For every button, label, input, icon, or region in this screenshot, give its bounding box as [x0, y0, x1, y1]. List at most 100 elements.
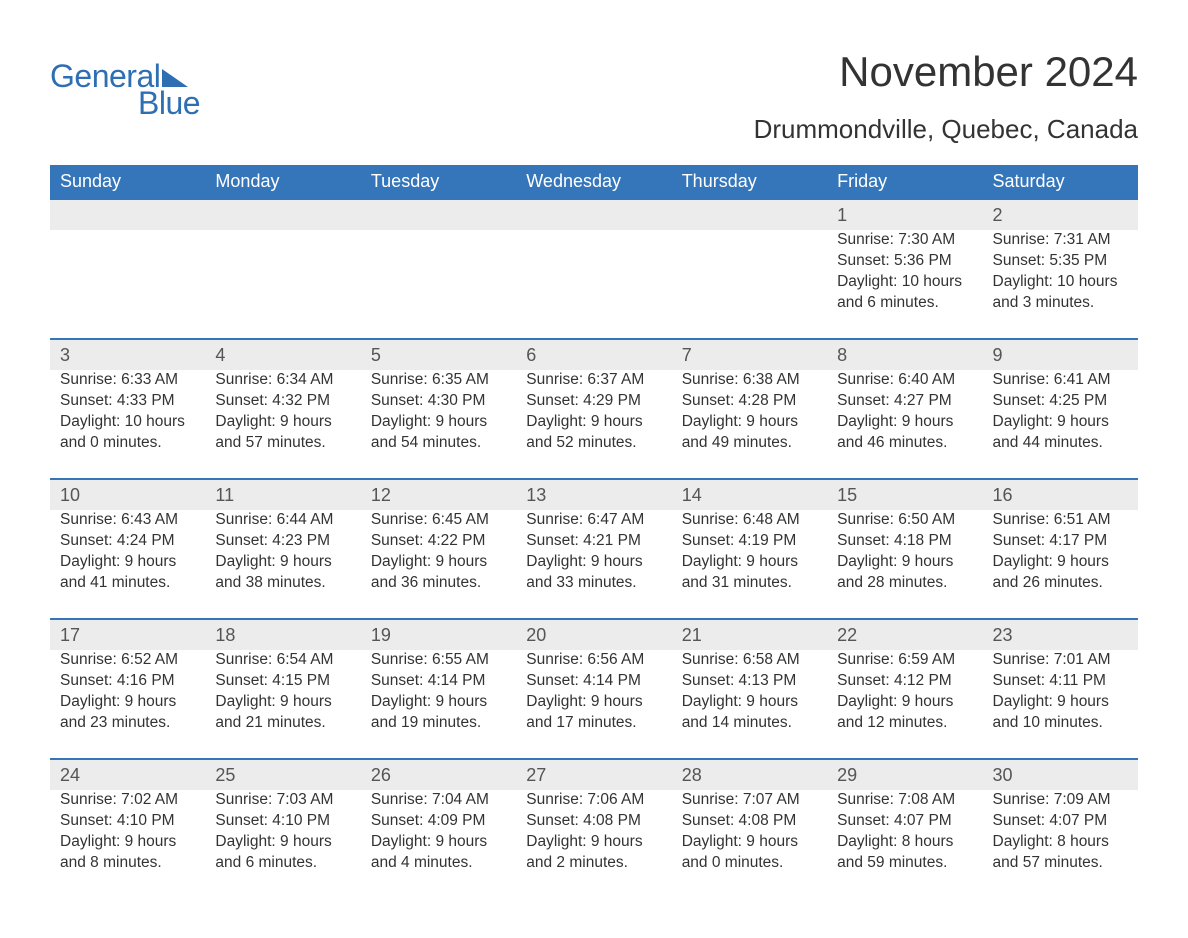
sunrise-line: Sunrise: 6:56 AM: [526, 650, 661, 671]
day-number: 12: [371, 485, 391, 505]
sunset-line: Sunset: 4:24 PM: [60, 531, 195, 552]
sunset-line: Sunset: 5:35 PM: [993, 251, 1128, 272]
sunset-line: Sunset: 4:30 PM: [371, 391, 506, 412]
sunrise-line: Sunrise: 6:48 AM: [682, 510, 817, 531]
day-detail-cell: Sunrise: 7:03 AMSunset: 4:10 PMDaylight:…: [205, 790, 360, 898]
day-number-cell: [672, 199, 827, 230]
day-number-cell: 18: [205, 619, 360, 650]
sunrise-line: Sunrise: 7:09 AM: [993, 790, 1128, 811]
sunrise-line: Sunrise: 6:58 AM: [682, 650, 817, 671]
daylight-line: Daylight: 9 hours and 23 minutes.: [60, 692, 195, 734]
daylight-line: Daylight: 9 hours and 26 minutes.: [993, 552, 1128, 594]
weekday-header: Thursday: [672, 165, 827, 199]
sunrise-line: Sunrise: 6:40 AM: [837, 370, 972, 391]
sunset-line: Sunset: 4:21 PM: [526, 531, 661, 552]
day-detail-cell: Sunrise: 6:54 AMSunset: 4:15 PMDaylight:…: [205, 650, 360, 759]
daylight-line: Daylight: 9 hours and 44 minutes.: [993, 412, 1128, 454]
logo-triangle-icon: [162, 69, 188, 87]
day-number: 19: [371, 625, 391, 645]
sunset-line: Sunset: 4:08 PM: [682, 811, 817, 832]
sunset-line: Sunset: 5:36 PM: [837, 251, 972, 272]
day-number: 27: [526, 765, 546, 785]
day-number-cell: [50, 199, 205, 230]
sunset-line: Sunset: 4:19 PM: [682, 531, 817, 552]
daylight-line: Daylight: 9 hours and 6 minutes.: [215, 832, 350, 874]
day-number-cell: 9: [983, 339, 1138, 370]
day-number-cell: 16: [983, 479, 1138, 510]
sunset-line: Sunset: 4:07 PM: [993, 811, 1128, 832]
location: Drummondville, Quebec, Canada: [754, 114, 1138, 145]
daylight-line: Daylight: 9 hours and 46 minutes.: [837, 412, 972, 454]
sunrise-line: Sunrise: 6:33 AM: [60, 370, 195, 391]
sunrise-line: Sunrise: 6:34 AM: [215, 370, 350, 391]
daylight-line: Daylight: 9 hours and 36 minutes.: [371, 552, 506, 594]
day-number: 3: [60, 345, 70, 365]
sunset-line: Sunset: 4:17 PM: [993, 531, 1128, 552]
daylight-line: Daylight: 9 hours and 12 minutes.: [837, 692, 972, 734]
day-detail-cell: [361, 230, 516, 339]
day-number-cell: [516, 199, 671, 230]
sunset-line: Sunset: 4:29 PM: [526, 391, 661, 412]
sunset-line: Sunset: 4:15 PM: [215, 671, 350, 692]
weekday-header-row: Sunday Monday Tuesday Wednesday Thursday…: [50, 165, 1138, 199]
day-number: 9: [993, 345, 1003, 365]
day-number-cell: 28: [672, 759, 827, 790]
daylight-line: Daylight: 9 hours and 17 minutes.: [526, 692, 661, 734]
daylight-line: Daylight: 8 hours and 59 minutes.: [837, 832, 972, 874]
day-detail-cell: Sunrise: 6:37 AMSunset: 4:29 PMDaylight:…: [516, 370, 671, 479]
day-number-cell: 29: [827, 759, 982, 790]
sunrise-line: Sunrise: 6:55 AM: [371, 650, 506, 671]
day-number: 2: [993, 205, 1003, 225]
day-number-cell: 7: [672, 339, 827, 370]
daylight-line: Daylight: 9 hours and 14 minutes.: [682, 692, 817, 734]
day-number-cell: 6: [516, 339, 671, 370]
day-number: 10: [60, 485, 80, 505]
day-detail-cell: Sunrise: 6:55 AMSunset: 4:14 PMDaylight:…: [361, 650, 516, 759]
day-detail-cell: Sunrise: 6:47 AMSunset: 4:21 PMDaylight:…: [516, 510, 671, 619]
day-number-cell: 4: [205, 339, 360, 370]
day-number: 22: [837, 625, 857, 645]
sunrise-line: Sunrise: 7:02 AM: [60, 790, 195, 811]
day-detail-cell: Sunrise: 6:38 AMSunset: 4:28 PMDaylight:…: [672, 370, 827, 479]
day-detail-cell: Sunrise: 7:04 AMSunset: 4:09 PMDaylight:…: [361, 790, 516, 898]
day-number: 4: [215, 345, 225, 365]
sunrise-line: Sunrise: 7:08 AM: [837, 790, 972, 811]
day-number: 26: [371, 765, 391, 785]
daylight-line: Daylight: 9 hours and 57 minutes.: [215, 412, 350, 454]
day-detail-row: Sunrise: 6:43 AMSunset: 4:24 PMDaylight:…: [50, 510, 1138, 619]
day-number: 20: [526, 625, 546, 645]
day-number: 30: [993, 765, 1013, 785]
day-number-cell: 21: [672, 619, 827, 650]
day-detail-cell: Sunrise: 6:58 AMSunset: 4:13 PMDaylight:…: [672, 650, 827, 759]
day-detail-cell: Sunrise: 6:34 AMSunset: 4:32 PMDaylight:…: [205, 370, 360, 479]
day-number-cell: 22: [827, 619, 982, 650]
sunrise-line: Sunrise: 6:47 AM: [526, 510, 661, 531]
weekday-header: Monday: [205, 165, 360, 199]
day-number-cell: 12: [361, 479, 516, 510]
day-number-cell: 10: [50, 479, 205, 510]
day-number-cell: 14: [672, 479, 827, 510]
sunset-line: Sunset: 4:11 PM: [993, 671, 1128, 692]
day-detail-cell: Sunrise: 6:35 AMSunset: 4:30 PMDaylight:…: [361, 370, 516, 479]
calendar-table: Sunday Monday Tuesday Wednesday Thursday…: [50, 165, 1138, 898]
day-number-cell: [361, 199, 516, 230]
day-detail-row: Sunrise: 6:33 AMSunset: 4:33 PMDaylight:…: [50, 370, 1138, 479]
sunrise-line: Sunrise: 6:45 AM: [371, 510, 506, 531]
sunrise-line: Sunrise: 7:31 AM: [993, 230, 1128, 251]
day-number: 28: [682, 765, 702, 785]
sunrise-line: Sunrise: 6:37 AM: [526, 370, 661, 391]
logo: General Blue: [50, 58, 200, 122]
day-number-cell: 8: [827, 339, 982, 370]
daylight-line: Daylight: 9 hours and 33 minutes.: [526, 552, 661, 594]
day-detail-row: Sunrise: 7:02 AMSunset: 4:10 PMDaylight:…: [50, 790, 1138, 898]
day-number-row: 24252627282930: [50, 759, 1138, 790]
day-detail-cell: Sunrise: 6:56 AMSunset: 4:14 PMDaylight:…: [516, 650, 671, 759]
day-number: 23: [993, 625, 1013, 645]
sunrise-line: Sunrise: 7:30 AM: [837, 230, 972, 251]
sunrise-line: Sunrise: 6:54 AM: [215, 650, 350, 671]
sunrise-line: Sunrise: 6:41 AM: [993, 370, 1128, 391]
day-number-cell: 23: [983, 619, 1138, 650]
day-number: 6: [526, 345, 536, 365]
sunrise-line: Sunrise: 7:06 AM: [526, 790, 661, 811]
daylight-line: Daylight: 9 hours and 21 minutes.: [215, 692, 350, 734]
